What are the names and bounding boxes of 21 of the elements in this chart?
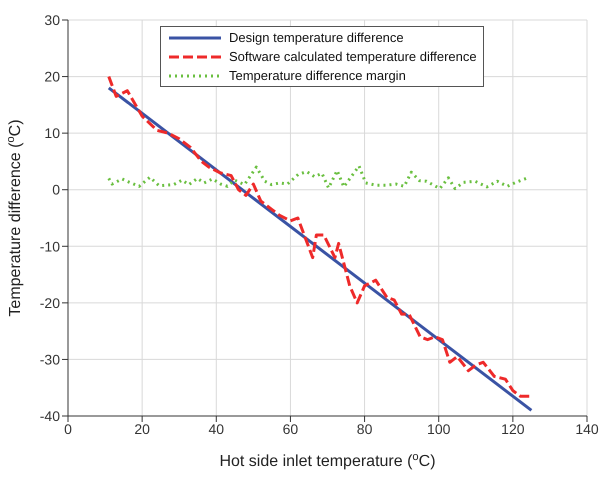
x-tick-label: 60 [282,420,298,437]
x-tick-label: 20 [134,420,150,437]
x-tick-label: 140 [575,420,599,437]
y-tick-label: 0 [52,182,60,198]
legend-label: Software calculated temperature difference [229,49,477,64]
y-tick-label: 10 [44,125,60,142]
y-tick-label: 30 [44,12,60,28]
x-tick-label: 80 [356,420,373,437]
x-tick-label: 40 [208,420,224,437]
y-tick-label: 20 [44,68,60,85]
x-tick-label: 120 [501,420,525,437]
line-series [107,164,530,190]
x-tick-label: 0 [64,420,72,437]
y-tick-label: -30 [40,351,60,368]
x-tick-label: 100 [427,420,451,437]
y-tick-label: -20 [40,294,60,311]
legend-label: Design temperature difference [229,30,404,45]
legend-label: Temperature difference margin [229,68,406,83]
y-tick-label: -10 [40,238,60,254]
x-axis-title: Hot side inlet temperature ($^{o}$C) [219,451,436,470]
y-tick-label: -40 [40,408,60,424]
